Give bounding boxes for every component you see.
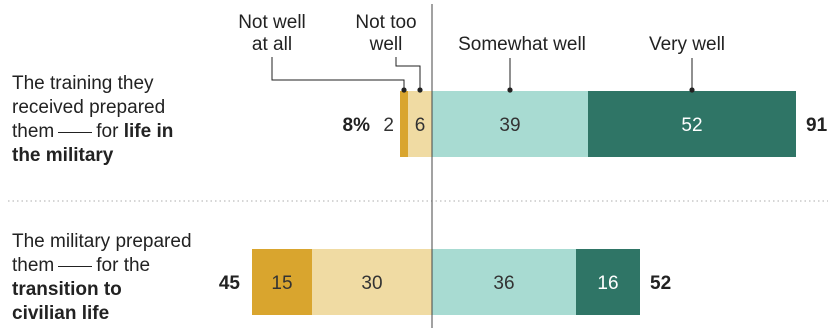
legend-leader-line [395, 57, 421, 90]
row-label-bold: the military [12, 145, 114, 166]
row-label-line: The military prepared [12, 231, 192, 252]
blank-line [58, 132, 93, 133]
bar-value-label: 36 [493, 273, 514, 294]
bar-segment-not-too-well [408, 91, 432, 157]
row-label-transition-civilian-life: The military prepared them for the transi… [12, 230, 192, 326]
bar-segment-somewhat-well [432, 91, 588, 157]
net-well-label: 52 [650, 273, 671, 294]
row-label-line: transition to [12, 278, 192, 302]
bar-value-label: 39 [499, 115, 520, 136]
bar-value-label: 30 [361, 273, 382, 294]
row-label-line: The training they [12, 73, 154, 94]
bar-value-label: 16 [597, 273, 618, 294]
bar-value-label: 15 [271, 273, 292, 294]
row-label-bold: civilian life [12, 303, 110, 324]
legend-label: Not well [238, 12, 306, 33]
bar-value-label: 52 [681, 115, 702, 136]
row-label-word: them [12, 121, 55, 142]
net-not-well-label: 8% [343, 115, 371, 136]
bar-segment-very-well [576, 249, 640, 315]
row-label-training-military-life: The training they received prepared them… [12, 72, 173, 168]
row-label-word: for the [96, 255, 151, 276]
bar-segment-not-too-well [312, 249, 432, 315]
net-not-well-label: 45 [219, 273, 241, 294]
legend-label: Not too [355, 12, 416, 33]
bar-segment-very-well [588, 91, 796, 157]
bar-value-label: 2 [383, 115, 394, 136]
row-label-bold: transition to [12, 279, 122, 300]
legend-label: well [369, 34, 403, 55]
row-label-bold: life in [123, 121, 174, 142]
legend-leader-dot [417, 87, 423, 93]
row-label-line: the military [12, 144, 173, 168]
legend-label: Somewhat well [458, 34, 586, 55]
row-label-word: them [12, 255, 55, 276]
bar-segment-somewhat-well [432, 249, 576, 315]
bar-value-label: 6 [415, 115, 426, 136]
bar-segment-not-well-at-all [400, 91, 408, 157]
row-label-line: them for the [12, 254, 192, 278]
row-label-line: civilian life [12, 302, 192, 326]
net-well-label: 91 [806, 115, 828, 136]
row-label-word: for [96, 121, 119, 142]
legend-label: at all [252, 34, 292, 55]
legend-leader-dot [507, 87, 513, 93]
row-label-line: them for life in [12, 120, 173, 144]
legend-leader-dot [689, 87, 695, 93]
legend-leader-dot [401, 87, 407, 93]
legend-leader-line [271, 57, 405, 90]
bar-segment-not-well-at-all [252, 249, 312, 315]
blank-line [58, 266, 93, 267]
legend-label: Very well [649, 34, 725, 55]
row-label-line: received prepared [12, 97, 166, 118]
